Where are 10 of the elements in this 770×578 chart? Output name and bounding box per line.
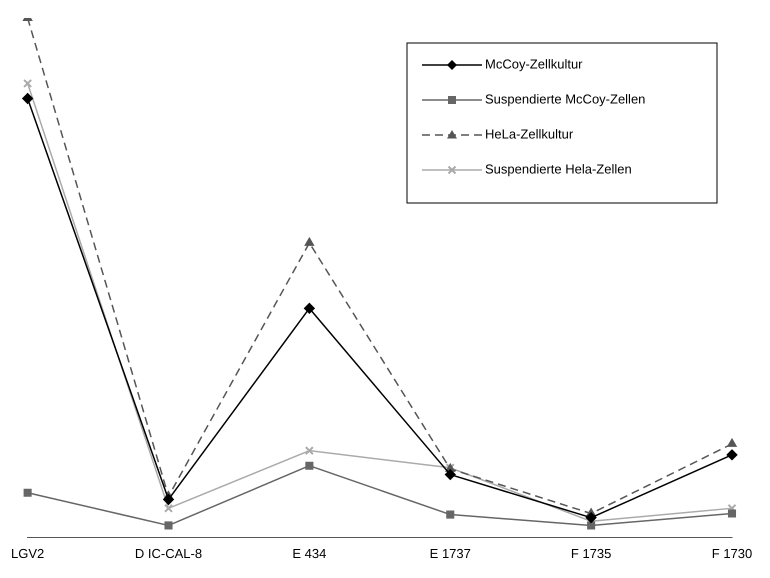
legend-label: HeLa-Zellkultur [485, 126, 574, 142]
legend-label: McCoy-Zellkultur [485, 56, 584, 72]
x-tick-label: E 434 [292, 546, 326, 561]
x-tick-label: F 1730 [712, 546, 752, 561]
legend-label: Suspendierte Hela-Zellen [485, 162, 632, 177]
legend-label: Suspendierte McCoy-Zellen [485, 92, 646, 107]
x-tick-label: E 1737 [430, 546, 471, 561]
x-tick-label: LGV2 [10, 546, 44, 561]
x-tick-label: D IC-CAL-8 [134, 546, 202, 561]
x-tick-label: F 1735 [570, 546, 612, 561]
